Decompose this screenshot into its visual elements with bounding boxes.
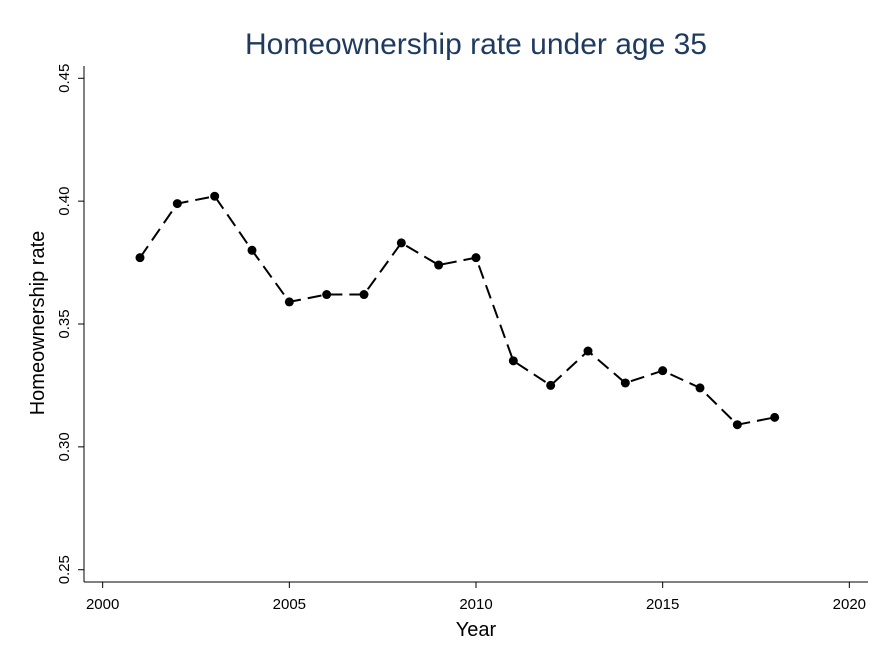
data-point bbox=[284, 297, 294, 307]
series-layer bbox=[135, 191, 780, 430]
x-tick-label: 2020 bbox=[833, 596, 866, 613]
y-axis-ticks: 0.25 0.30 0.35 0.40 0.45 bbox=[56, 64, 84, 584]
data-point bbox=[135, 253, 145, 263]
data-point bbox=[583, 346, 593, 356]
data-point bbox=[546, 380, 556, 390]
x-tick-label: 2005 bbox=[273, 596, 306, 613]
data-point bbox=[247, 245, 257, 255]
data-point bbox=[434, 260, 444, 270]
x-tick-label: 2000 bbox=[86, 596, 119, 613]
data-point bbox=[210, 191, 220, 201]
data-point bbox=[471, 253, 481, 263]
data-point bbox=[396, 238, 406, 248]
axes bbox=[83, 66, 868, 583]
data-point bbox=[770, 412, 780, 422]
y-tick-label: 0.30 bbox=[56, 432, 73, 461]
data-point bbox=[508, 356, 518, 366]
data-point bbox=[359, 290, 369, 300]
x-tick-label: 2015 bbox=[646, 596, 679, 613]
x-axis-label: Year bbox=[456, 619, 497, 641]
series-line bbox=[139, 195, 775, 426]
data-point bbox=[695, 383, 705, 393]
data-point bbox=[620, 378, 630, 388]
y-tick-label: 0.25 bbox=[56, 555, 73, 584]
data-point bbox=[658, 366, 668, 376]
x-axis-ticks: 2000 2005 2010 2015 2020 bbox=[86, 582, 866, 613]
y-tick-label: 0.35 bbox=[56, 309, 73, 338]
y-axis-label: Homeownership rate bbox=[27, 231, 49, 416]
x-tick-label: 2010 bbox=[459, 596, 492, 613]
data-point bbox=[172, 199, 182, 209]
chart-title: Homeownership rate under age 35 bbox=[245, 28, 707, 61]
data-point bbox=[322, 290, 332, 300]
data-point bbox=[732, 420, 742, 430]
y-tick-label: 0.45 bbox=[56, 64, 73, 93]
y-tick-label: 0.40 bbox=[56, 187, 73, 216]
